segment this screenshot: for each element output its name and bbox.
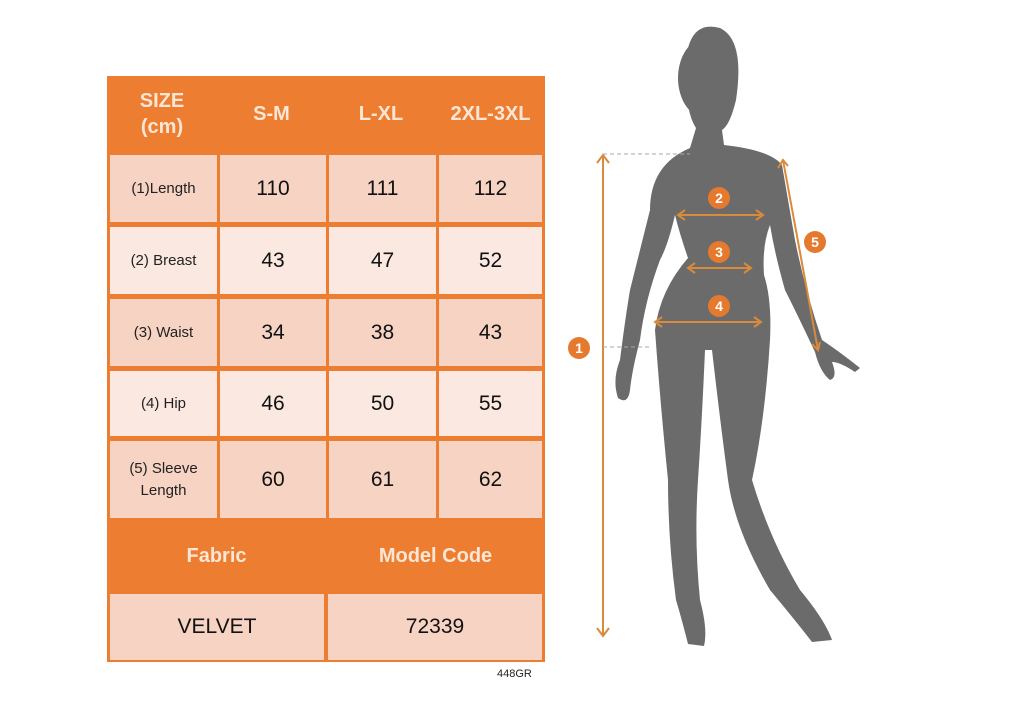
size-value: 112 [439,155,542,222]
size-value: 60 [220,441,326,518]
model-code-value: 72339 [328,594,542,660]
size-header: SIZE (cm) [139,90,185,138]
marker-2: 2 [715,190,723,206]
marker-1: 1 [575,340,583,356]
size-value: 47 [329,227,436,294]
product-code: 448GR [497,668,532,680]
size-value: 52 [439,227,542,294]
size-column-header: 2XL-3XL [450,103,531,125]
size-column-header: L-XL [358,103,404,125]
row-label: (2) Breast [110,227,217,294]
size-value: 62 [439,441,542,518]
row-label: (5) Sleeve Length [110,441,217,518]
fabric-value: VELVET [110,594,324,660]
size-value: 61 [329,441,436,518]
size-value: 34 [220,299,326,366]
size-value: 50 [329,371,436,436]
fabric-header: Fabric [186,545,247,567]
marker-circles: 1 2 3 4 5 [568,187,826,359]
marker-5: 5 [811,234,819,250]
row-label: (4) Hip [110,371,217,436]
woman-silhouette [615,26,860,646]
size-value: 43 [220,227,326,294]
size-value: 43 [439,299,542,366]
size-value: 55 [439,371,542,436]
size-value: 46 [220,371,326,436]
row-label: (1)Length [110,155,217,222]
model-code-header: Model Code [378,545,493,567]
row-label: (3) Waist [110,299,217,366]
marker-3: 3 [715,244,723,260]
marker-4: 4 [715,298,723,314]
size-value: 38 [329,299,436,366]
size-value: 110 [220,155,326,222]
size-column-header: S-M [253,103,290,125]
size-chart-table: SIZE (cm) S-M L-XL 2XL-3XL (1)Length 110 1… [107,76,545,662]
size-value: 111 [329,155,436,222]
measurement-lines [596,153,821,638]
